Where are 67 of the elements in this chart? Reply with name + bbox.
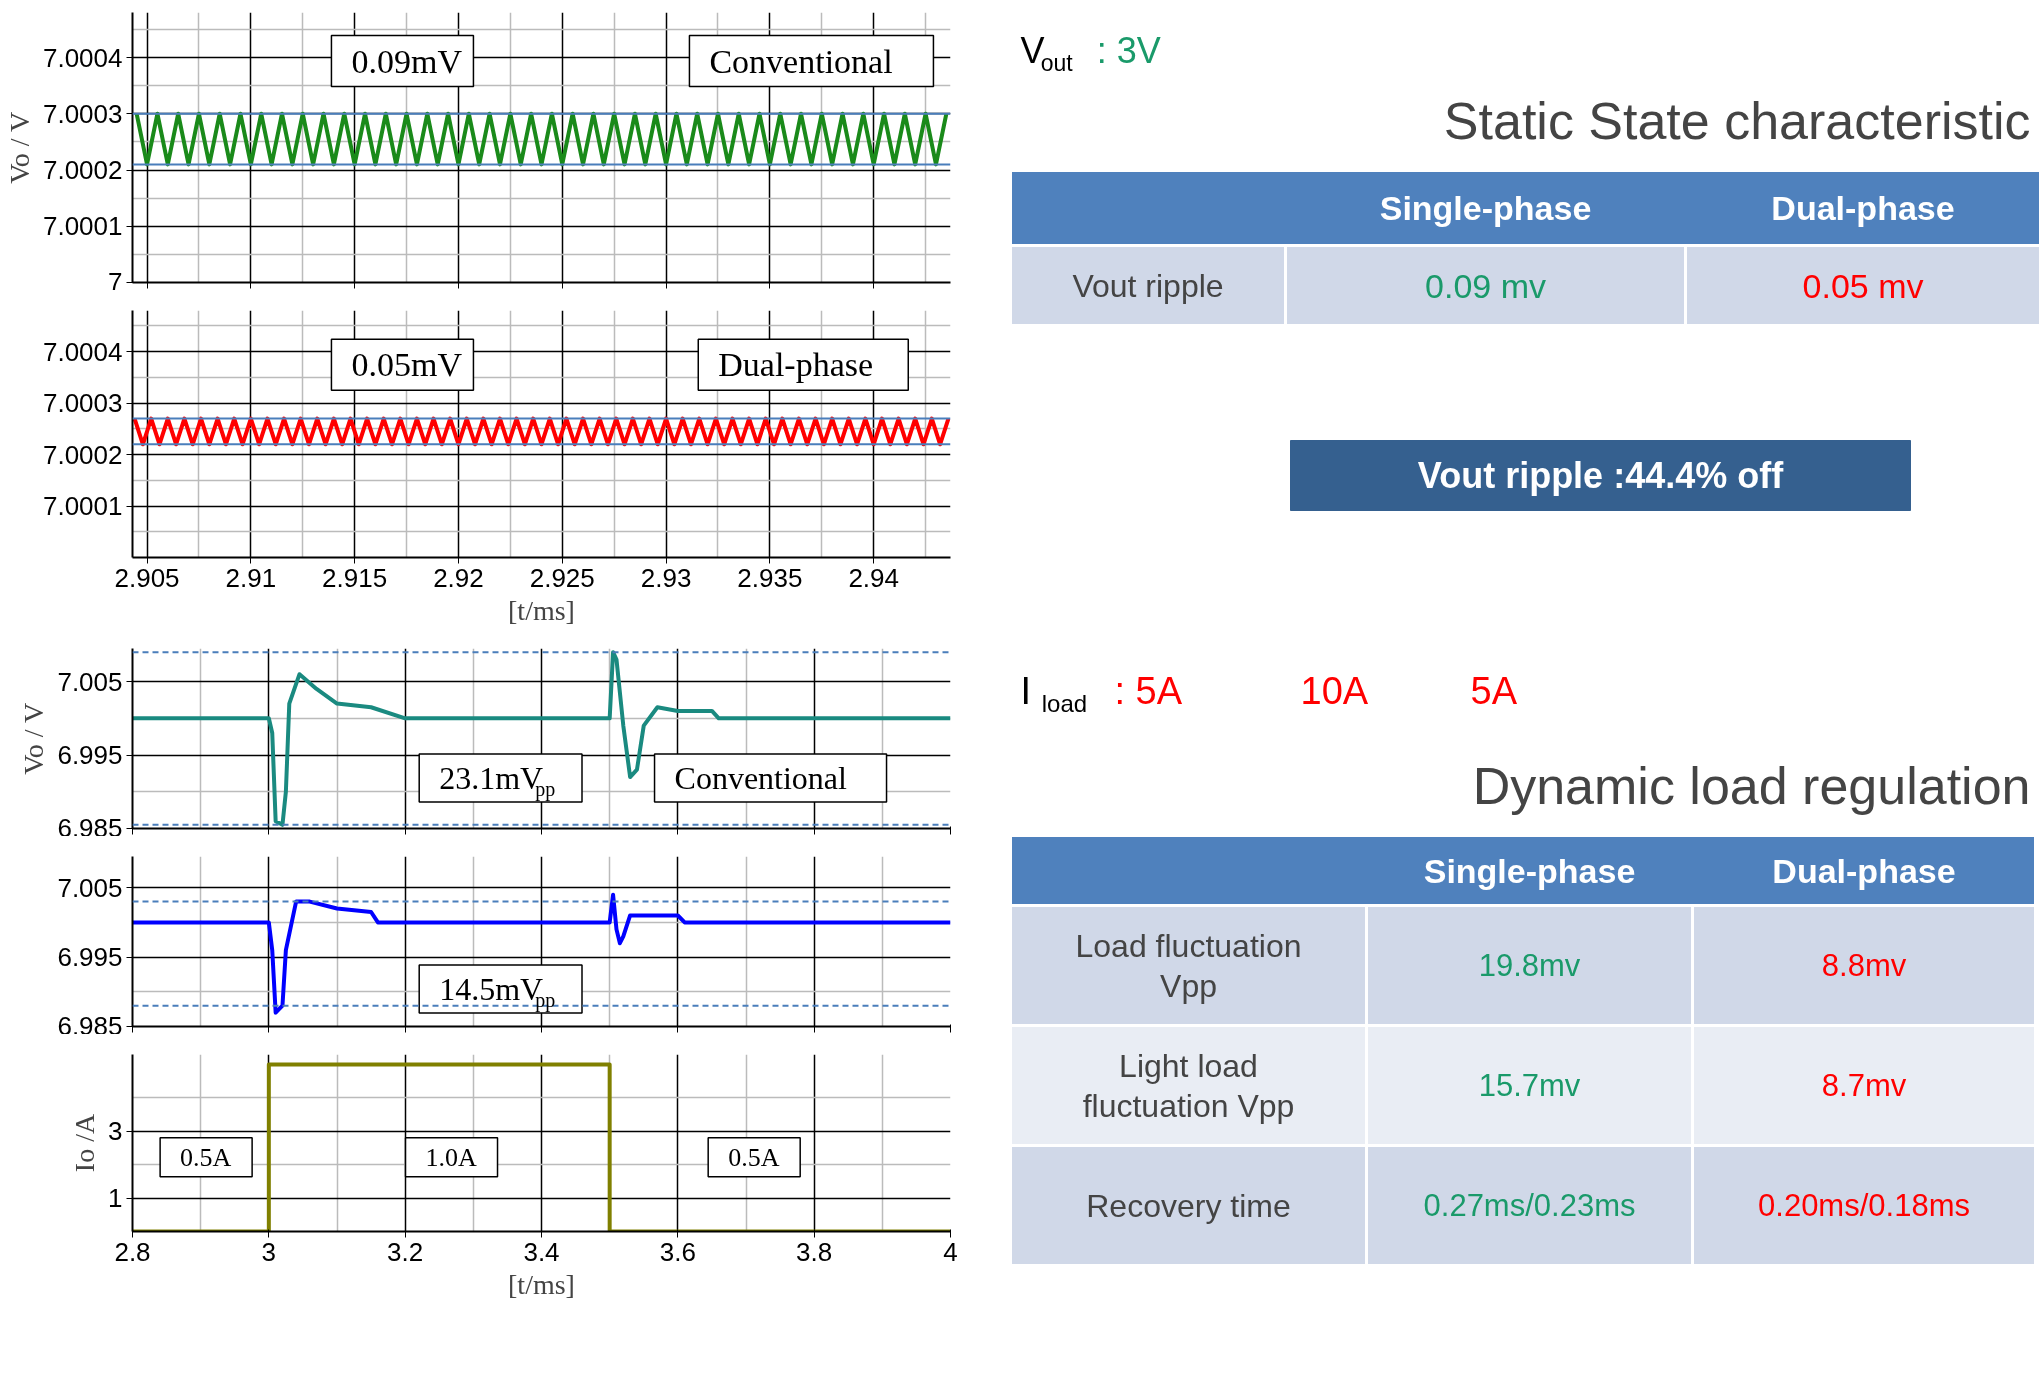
x-tick-label: 2.935 bbox=[737, 562, 803, 593]
x-tick-label: 2.91 bbox=[225, 562, 277, 593]
category-label: Single-phase bbox=[1423, 851, 1636, 890]
text: Vout ripple :44.4% off bbox=[1417, 455, 1785, 496]
x-tick-label: 2.925 bbox=[529, 562, 595, 593]
text: 5A bbox=[1470, 669, 1518, 712]
y-tick-label: 6.985 bbox=[57, 812, 123, 843]
annotation: 0.5A bbox=[728, 1142, 780, 1172]
text: 0.27ms/0.23ms bbox=[1423, 1188, 1636, 1223]
y-tick-label: 7.005 bbox=[57, 872, 123, 903]
annotation: Dual-phase bbox=[718, 346, 874, 384]
text: 0.20ms/0.18ms bbox=[1758, 1188, 1970, 1223]
category-label: Light load fluctuation Vpp bbox=[1082, 1047, 1295, 1124]
x-tick-label: 3 bbox=[261, 1236, 277, 1267]
y-tick-label: 6.995 bbox=[57, 740, 123, 771]
category-label: Dual-phase bbox=[1771, 189, 1955, 227]
y-tick-label: 7.0002 bbox=[42, 155, 123, 185]
x-tick-label: 4 bbox=[943, 1236, 958, 1267]
text: Static State characteristic bbox=[1443, 91, 2031, 150]
y-tick-label: 7.0004 bbox=[42, 42, 123, 73]
y-tick-label: 3 bbox=[108, 1116, 123, 1147]
category-label: Load fluctuation Vpp bbox=[1075, 927, 1302, 1004]
y-tick-label: 7.0004 bbox=[42, 336, 123, 367]
text: Dynamic load regulation bbox=[1472, 756, 2031, 815]
x-tick-label: 3.2 bbox=[387, 1236, 424, 1267]
text: 19.8mv bbox=[1478, 948, 1581, 983]
x-axis-title: [t/ms] bbox=[508, 1268, 575, 1300]
category-label: Single-phase bbox=[1379, 189, 1592, 227]
annotation: Conventional bbox=[674, 760, 848, 797]
y-axis-title: Vo / V bbox=[18, 702, 50, 775]
x-tick-label: 2.94 bbox=[848, 562, 899, 593]
text: 0.05 mv bbox=[1802, 266, 1924, 305]
text: 15.7mv bbox=[1478, 1068, 1581, 1103]
text: 8.8mv bbox=[1821, 948, 1907, 983]
x-tick-label: 3.6 bbox=[659, 1236, 696, 1267]
y-tick-label: 7.0003 bbox=[42, 388, 123, 419]
y-tick-label: 1 bbox=[108, 1183, 123, 1214]
y-axis-title: Io /A bbox=[69, 1113, 101, 1173]
annotation: 0.09mV bbox=[351, 42, 463, 80]
category-label: Vout ripple bbox=[1072, 267, 1224, 304]
text: 10A bbox=[1300, 669, 1369, 712]
y-tick-label: 7.0001 bbox=[42, 491, 123, 522]
text: 0.09 mv bbox=[1425, 266, 1546, 305]
x-tick-label: 2.8 bbox=[114, 1236, 151, 1267]
x-axis-title: [t/ms] bbox=[508, 594, 575, 626]
x-tick-label: 3.4 bbox=[523, 1236, 560, 1267]
annotation: Conventional bbox=[709, 42, 893, 80]
text: 8.7mv bbox=[1821, 1068, 1907, 1103]
y-tick-label: 7.0002 bbox=[42, 439, 123, 470]
x-tick-label: 2.915 bbox=[322, 562, 388, 593]
category-label: Recovery time bbox=[1086, 1187, 1291, 1224]
y-axis-title: Vo / V bbox=[3, 111, 35, 184]
x-tick-label: 2.92 bbox=[433, 562, 484, 593]
x-tick-label: 2.905 bbox=[114, 562, 180, 593]
y-tick-label: 6.985 bbox=[57, 1010, 123, 1041]
x-tick-label: 3.8 bbox=[796, 1236, 833, 1267]
category-label: Dual-phase bbox=[1772, 851, 1956, 890]
x-tick-label: 2.93 bbox=[640, 562, 692, 593]
y-tick-label: 7.005 bbox=[57, 666, 123, 697]
y-tick-label: 7.0001 bbox=[42, 211, 123, 242]
line-series bbox=[132, 892, 951, 1015]
y-tick-label: 7.0003 bbox=[42, 98, 123, 129]
annotation: 0.5A bbox=[180, 1142, 232, 1172]
annotation: 1.0A bbox=[425, 1142, 478, 1172]
y-tick-label: 7 bbox=[108, 266, 123, 297]
annotation: 0.05mV bbox=[351, 346, 463, 384]
y-tick-label: 6.995 bbox=[57, 942, 123, 973]
